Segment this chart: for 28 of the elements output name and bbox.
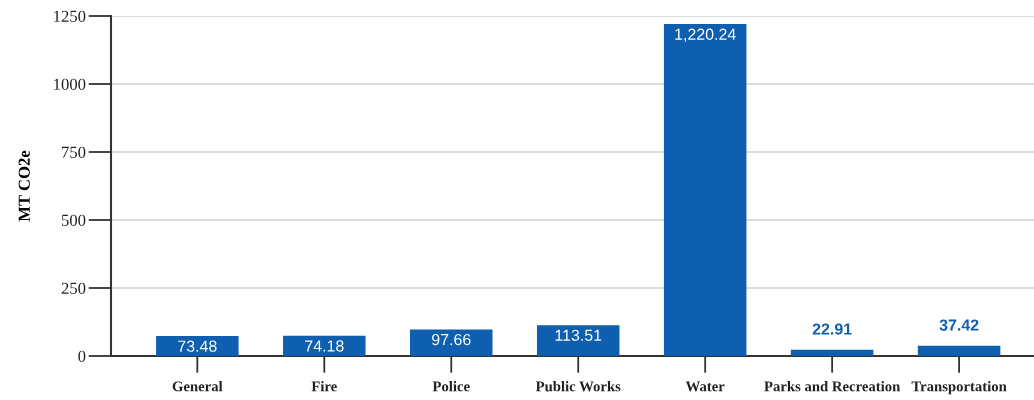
- bar: [536, 325, 620, 356]
- bar: [917, 345, 1001, 356]
- data-label: 73.48: [178, 340, 217, 352]
- data-label: 97.66: [432, 333, 471, 346]
- y-tick-label: 1000: [54, 78, 86, 90]
- bar: [790, 349, 874, 356]
- bar: [663, 24, 747, 356]
- x-tick-label: Water: [685, 381, 725, 392]
- data-label: 1,220.24: [675, 28, 736, 42]
- data-label: 74.18: [305, 340, 344, 352]
- y-tick-label: 0: [78, 350, 86, 362]
- bar: [283, 335, 366, 356]
- y-tick-label: 250: [61, 282, 86, 294]
- x-tick-label: Transportation: [911, 381, 1007, 395]
- x-tick-label: Public Works: [535, 381, 621, 392]
- x-tick-label: General: [172, 381, 223, 392]
- y-tick-label: 750: [62, 146, 86, 158]
- x-tick-label: Parks and Recreation: [764, 381, 901, 392]
- bar: [409, 329, 493, 356]
- y-tick-label: 1250: [54, 10, 86, 22]
- x-tick-label: Police: [432, 381, 470, 392]
- data-label: 37.42: [939, 319, 979, 331]
- x-tick-label: Fire: [311, 381, 337, 392]
- data-label: 22.91: [812, 323, 852, 335]
- y-tick-label: 500: [61, 214, 86, 226]
- bar: [156, 336, 239, 356]
- data-label: 113.51: [555, 329, 602, 341]
- y-axis-title: MT CO2e: [18, 150, 30, 222]
